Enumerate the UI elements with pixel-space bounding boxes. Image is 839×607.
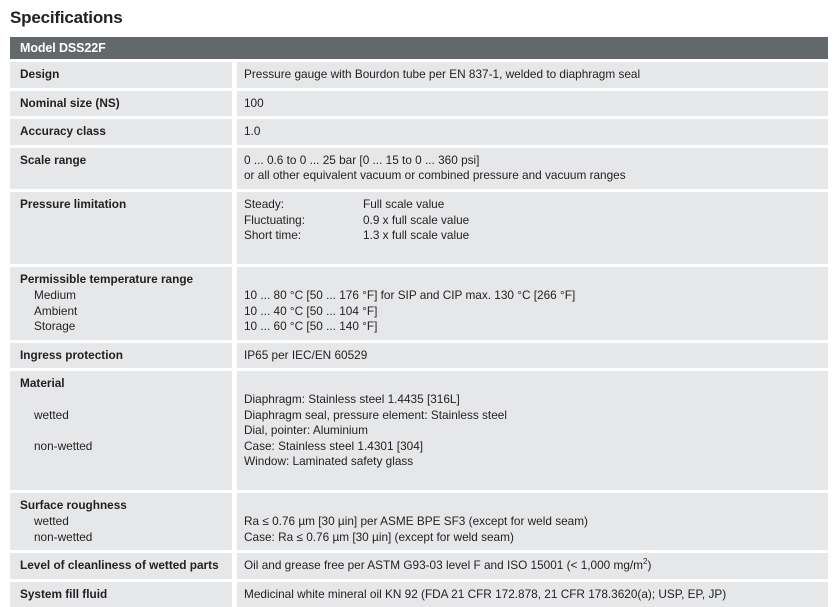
value-line: 0 ... 0.6 to 0 ... 25 bar [0 ... 15 to 0… (244, 152, 480, 167)
row-value-cell: Oil and grease free per ASTM G93-03 leve… (237, 553, 828, 579)
row-value-cell: 10 ... 80 °C [50 ... 176 °F] for SIP and… (237, 267, 828, 340)
row-label: Nominal size (NS) (20, 95, 120, 110)
row-label-cell: System fill fluid (10, 581, 232, 607)
row-value-cell: 0 ... 0.6 to 0 ... 25 bar [0 ... 15 to 0… (237, 147, 828, 189)
value-line: 10 ... 60 °C [50 ... 140 °F] (244, 319, 378, 334)
row-sublabel: Ambient (34, 303, 78, 318)
spacer (244, 470, 820, 486)
specifications-page: Specifications Model DSS22F Design Press… (10, 8, 828, 607)
value-line: Pressure gauge with Bourdon tube per EN … (244, 67, 641, 81)
row-label-cell: Scale range (10, 147, 232, 189)
row-value-cell: IP65 per IEC/EN 60529 (237, 342, 828, 369)
value-line: Dial, pointer: Aluminium (244, 423, 368, 438)
spacer (20, 392, 224, 408)
value-line: Diaphragm seal, pressure element: Stainl… (244, 407, 507, 422)
table-header-model: Model DSS22F (10, 37, 828, 59)
spacer (244, 498, 820, 514)
value-line: 10 ... 80 °C [50 ... 176 °F] for SIP and… (244, 287, 576, 302)
value-pair-key: Fluctuating: (244, 212, 305, 227)
table-row: Level of cleanliness of wetted parts Oil… (10, 553, 828, 579)
row-label-cell: Surface roughness wetted non-wetted (10, 493, 232, 551)
row-label-cell: Design (10, 62, 232, 88)
row-value-cell: 100 (237, 90, 828, 117)
row-label: Ingress protection (20, 347, 123, 362)
value-pair-value: 0.9 x full scale value (363, 212, 470, 227)
value-line: Case: Stainless steel 1.4301 [304] (244, 438, 424, 453)
row-label: Surface roughness (20, 498, 127, 513)
value-pair: Steady: Full scale value (244, 197, 820, 213)
page-title: Specifications (10, 8, 123, 27)
value-pair-value: Full scale value (363, 196, 445, 211)
table-row: Permissible temperature range Medium Amb… (10, 267, 828, 340)
row-label-cell: Permissible temperature range Medium Amb… (10, 267, 232, 340)
spacer (244, 376, 820, 392)
row-sublabel: non-wetted (34, 529, 93, 544)
row-label-cell: Level of cleanliness of wetted parts (10, 553, 232, 579)
row-label: Material (20, 376, 65, 391)
row-sublabel: non-wetted (34, 438, 93, 453)
row-value-cell: Ra ≤ 0.76 µm [30 µin] per ASME BPE SF3 (… (237, 493, 828, 551)
row-label-cell: Material wetted non-wetted (10, 371, 232, 491)
row-label-cell: Ingress protection (10, 342, 232, 369)
value-pair-value: 1.3 x full scale value (363, 228, 470, 243)
table-row: Material wetted non-wetted Diaphragm: St… (10, 371, 828, 491)
table-row: Surface roughness wetted non-wetted Ra ≤… (10, 493, 828, 551)
table-row: Ingress protection IP65 per IEC/EN 60529 (10, 342, 828, 369)
value-line: 100 (244, 95, 264, 110)
row-value-cell: Diaphragm: Stainless steel 1.4435 [316L]… (237, 371, 828, 491)
row-sublabel: Medium (34, 287, 76, 302)
row-label-cell: Accuracy class (10, 119, 232, 145)
row-label: Pressure limitation (20, 196, 127, 211)
table-row: Pressure limitation Steady: Full scale v… (10, 191, 828, 265)
row-label: System fill fluid (20, 586, 108, 601)
row-label: Design (20, 67, 60, 81)
value-line: Oil and grease free per ASTM G93-03 leve… (244, 557, 652, 573)
row-label-cell: Nominal size (NS) (10, 90, 232, 117)
row-value-cell: Steady: Full scale value Fluctuating: 0.… (237, 191, 828, 265)
row-label: Accuracy class (20, 124, 106, 139)
spacer (20, 423, 224, 439)
spacer (244, 244, 820, 260)
row-sublabel: Storage (34, 319, 76, 334)
value-line: 1.0 (244, 124, 261, 139)
value-line: or all other equivalent vacuum or combin… (244, 168, 626, 183)
row-label: Scale range (20, 152, 87, 167)
value-line: Diaphragm: Stainless steel 1.4435 [316L] (244, 391, 460, 406)
value-line: Window: Laminated safety glass (244, 454, 414, 469)
value-pair-key: Steady: (244, 196, 285, 211)
row-label: Permissible temperature range (20, 272, 194, 287)
value-pair-key: Short time: (244, 228, 302, 243)
row-value-cell: Pressure gauge with Bourdon tube per EN … (237, 62, 828, 88)
table-row: Design Pressure gauge with Bourdon tube … (10, 62, 828, 88)
specifications-table: Model DSS22F Design Pressure gauge with … (10, 37, 828, 607)
row-label-cell: Pressure limitation (10, 191, 232, 265)
value-pair: Short time: 1.3 x full scale value (244, 228, 820, 244)
value-line: Ra ≤ 0.76 µm [30 µin] per ASME BPE SF3 (… (244, 514, 588, 529)
row-value-cell: Medicinal white mineral oil KN 92 (FDA 2… (237, 581, 828, 607)
value-pair: Fluctuating: 0.9 x full scale value (244, 213, 820, 229)
value-line: Case: Ra ≤ 0.76 µm [30 µin] (except for … (244, 529, 514, 544)
table-row: System fill fluid Medicinal white minera… (10, 581, 828, 607)
table-row: Accuracy class 1.0 (10, 119, 828, 145)
table-row: Scale range 0 ... 0.6 to 0 ... 25 bar [0… (10, 147, 828, 189)
value-line: Medicinal white mineral oil KN 92 (FDA 2… (244, 586, 727, 601)
row-sublabel: wetted (34, 514, 69, 529)
row-label: Level of cleanliness of wetted parts (20, 558, 219, 573)
row-sublabel: wetted (34, 407, 69, 422)
spacer (244, 272, 820, 288)
table-row: Nominal size (NS) 100 (10, 90, 828, 117)
value-line: IP65 per IEC/EN 60529 (244, 347, 368, 362)
row-value-cell: 1.0 (237, 119, 828, 145)
value-line: 10 ... 40 °C [50 ... 104 °F] (244, 303, 378, 318)
